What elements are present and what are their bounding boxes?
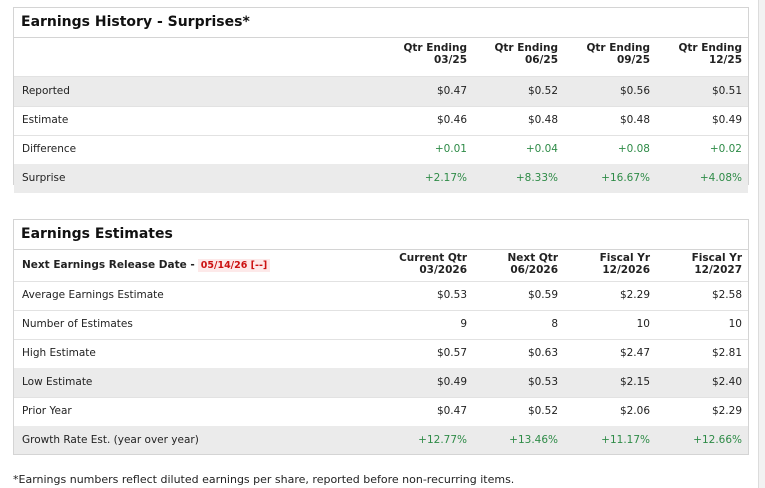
history-col-header: Qtr Ending 06/25 (494, 42, 558, 66)
estimates-row-average: Average Earnings Estimate $0.53 $0.59 $2… (14, 281, 748, 311)
history-col-header: Qtr Ending 09/25 (586, 42, 650, 66)
earnings-history-title: Earnings History - Surprises* (14, 8, 748, 38)
history-header-row: Qtr Ending 03/25 Qtr Ending 06/25 Qtr En… (14, 38, 748, 77)
footnote: *Earnings numbers reflect diluted earnin… (13, 473, 515, 486)
history-row-estimate: Estimate $0.46 $0.48 $0.48 $0.49 (14, 106, 748, 136)
estimates-col-header: Next Qtr 06/2026 (507, 252, 558, 276)
estimates-row-prior-year: Prior Year $0.47 $0.52 $2.06 $2.29 (14, 397, 748, 427)
estimates-col-header: Fiscal Yr 12/2027 (691, 252, 742, 276)
estimates-row-count: Number of Estimates 9 8 10 10 (14, 310, 748, 340)
next-release-label: Next Earnings Release Date - (22, 259, 195, 271)
earnings-estimates-panel: Earnings Estimates Next Earnings Release… (13, 219, 749, 455)
estimates-row-growth: Growth Rate Est. (year over year) +12.77… (14, 426, 748, 454)
earnings-history-panel: Earnings History - Surprises* Qtr Ending… (13, 7, 749, 193)
history-row-difference: Difference +0.01 +0.04 +0.08 +0.02 (14, 135, 748, 165)
estimates-row-low: Low Estimate $0.49 $0.53 $2.15 $2.40 (14, 368, 748, 398)
next-release-date-link[interactable]: 05/14/26 [--] (197, 259, 271, 272)
estimates-col-header: Fiscal Yr 12/2026 (599, 252, 650, 276)
history-row-surprise: Surprise +2.17% +8.33% +16.67% +4.08% (14, 164, 748, 193)
history-row-reported: Reported $0.47 $0.52 $0.56 $0.51 (14, 77, 748, 107)
history-col-header: Qtr Ending 03/25 (403, 42, 467, 66)
history-col-header: Qtr Ending 12/25 (678, 42, 742, 66)
earnings-estimates-title: Earnings Estimates (14, 220, 748, 250)
estimates-header-row: Next Earnings Release Date -05/14/26 [--… (14, 250, 748, 282)
estimates-col-header: Current Qtr 03/2026 (399, 252, 467, 276)
scrollbar-track[interactable] (758, 0, 765, 488)
estimates-row-high: High Estimate $0.57 $0.63 $2.47 $2.81 (14, 339, 748, 369)
